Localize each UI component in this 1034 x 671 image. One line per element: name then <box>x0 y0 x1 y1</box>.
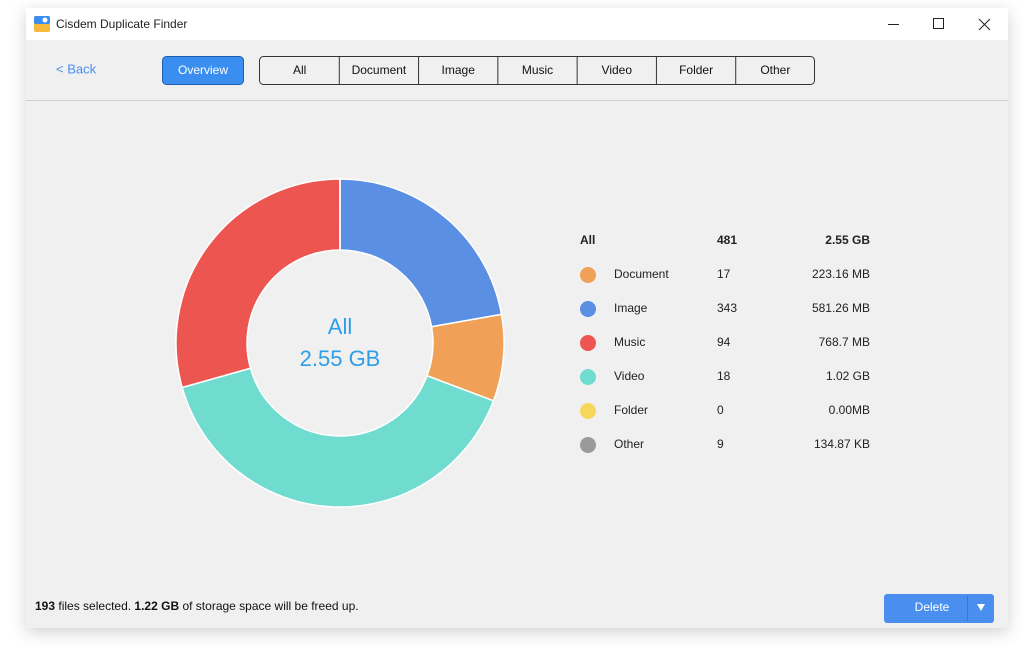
legend-header-count: 481 <box>717 233 737 247</box>
legend-count: 9 <box>717 437 724 451</box>
legend-count: 0 <box>717 403 724 417</box>
tab-label[interactable]: Document <box>352 63 407 77</box>
legend-size: 134.87 KB <box>814 437 870 451</box>
window-title: Cisdem Duplicate Finder <box>56 17 187 31</box>
status-text: 193 files selected. 1.22 GB of storage s… <box>35 599 359 613</box>
delete-dropdown[interactable] <box>977 604 985 611</box>
legend-name: Document <box>614 267 669 281</box>
legend-size: 223.16 MB <box>812 267 870 281</box>
selected-size: 1.22 GB <box>134 599 179 613</box>
legend-count: 18 <box>717 369 731 383</box>
legend-header-name: All <box>580 233 595 247</box>
legend-size: 768.7 MB <box>819 335 870 349</box>
tab-label[interactable]: Folder <box>679 63 713 77</box>
legend-name: Video <box>614 369 645 383</box>
legend-swatch <box>580 437 596 453</box>
donut-segment <box>339 178 503 328</box>
legend-size: 0.00MB <box>829 403 870 417</box>
status-text-1: files selected. <box>58 599 131 613</box>
tab-label[interactable]: All <box>293 63 306 77</box>
legend-header-size: 2.55 GB <box>825 233 870 247</box>
legend-swatch <box>580 267 596 283</box>
donut-center-label: 2.55 GB <box>300 346 381 371</box>
legend-count: 17 <box>717 267 731 281</box>
close-button[interactable] <box>978 18 991 31</box>
title-bar <box>26 8 1008 40</box>
delete-label: Delete <box>915 600 950 614</box>
back-link[interactable]: < Back <box>56 61 97 76</box>
legend-name: Music <box>614 335 645 349</box>
donut-segment <box>175 178 341 389</box>
app-icon <box>34 16 50 32</box>
selected-count: 193 <box>35 599 55 613</box>
legend-size: 581.26 MB <box>812 301 870 315</box>
tab-label[interactable]: Video <box>602 63 633 77</box>
legend-swatch <box>580 369 596 385</box>
legend-name: Image <box>614 301 648 315</box>
delete-button[interactable] <box>884 594 994 623</box>
legend-swatch <box>580 301 596 317</box>
legend-name: Folder <box>614 403 648 417</box>
legend-size: 1.02 GB <box>826 369 870 383</box>
tab-label[interactable]: Image <box>442 63 476 77</box>
legend-swatch <box>580 335 596 351</box>
legend-swatch <box>580 403 596 419</box>
maximize-button[interactable] <box>933 18 944 29</box>
tab-label[interactable]: Other <box>760 63 790 77</box>
tab-label[interactable]: Music <box>522 63 553 77</box>
tab-group <box>259 56 815 85</box>
overview-label: Overview <box>178 63 228 77</box>
donut-segment <box>181 367 495 508</box>
donut-center-title: All <box>328 314 352 339</box>
legend-name: Other <box>614 437 644 451</box>
status-text-2: of storage space will be freed up. <box>182 599 358 613</box>
legend-count: 343 <box>717 301 737 315</box>
overview-button[interactable] <box>162 56 244 85</box>
legend-count: 94 <box>717 335 731 349</box>
